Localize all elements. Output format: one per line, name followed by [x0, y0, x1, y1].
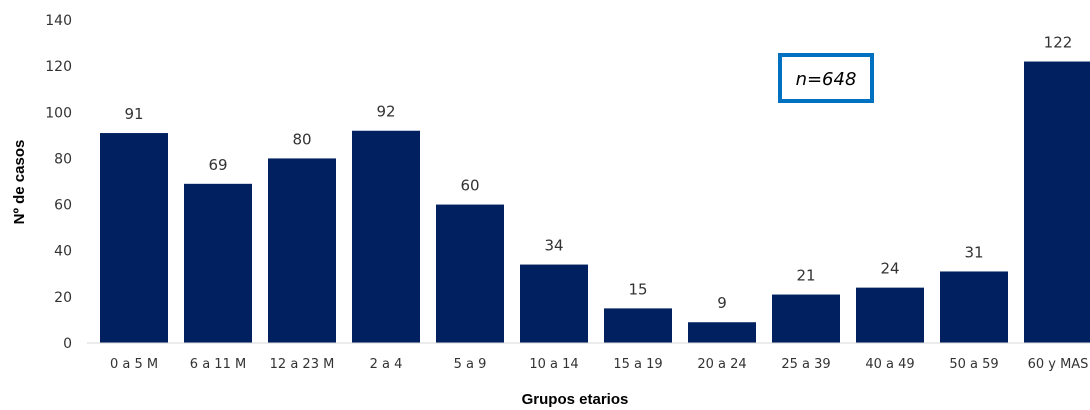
x-axis-title: Grupos etarios [522, 391, 629, 408]
bar [940, 271, 1008, 343]
bar [100, 133, 168, 343]
y-tick-label: 140 [45, 13, 72, 29]
data-label: 24 [880, 260, 899, 278]
y-axis-title: Nº de casos [11, 140, 28, 225]
bar [268, 158, 336, 343]
data-label: 21 [796, 267, 815, 285]
category-label: 25 a 39 [781, 357, 830, 372]
data-label: 122 [1044, 34, 1073, 52]
category-label: 50 a 59 [949, 357, 998, 372]
bar [856, 287, 924, 343]
data-label: 69 [208, 156, 227, 174]
category-label: 12 a 23 M [270, 357, 335, 372]
bar [688, 322, 756, 343]
category-label: 60 y MAS [1028, 357, 1089, 372]
y-axis-ticks: 0 20 40 60 80 100 120 140 [45, 13, 72, 352]
y-tick-label: 40 [54, 244, 72, 260]
y-tick-label: 100 [45, 105, 72, 121]
bar [772, 294, 840, 343]
y-tick-label: 0 [63, 336, 72, 352]
bar [184, 183, 252, 343]
y-tick-label: 60 [54, 198, 72, 214]
data-label: 15 [628, 280, 647, 298]
bar [520, 264, 588, 343]
bar [436, 204, 504, 343]
category-label: 0 a 5 M [110, 357, 158, 372]
data-label: 91 [124, 105, 143, 123]
data-labels: 91 69 80 92 60 34 15 9 21 24 31 122 [124, 34, 1072, 313]
category-label: 20 a 24 [697, 357, 746, 372]
y-tick-label: 20 [54, 290, 72, 306]
y-tick-label: 120 [45, 59, 72, 75]
category-label: 5 a 9 [454, 357, 487, 372]
y-tick-label: 80 [54, 151, 72, 167]
category-label: 40 a 49 [865, 357, 914, 372]
category-label: 6 a 11 M [190, 357, 246, 372]
data-label: 80 [292, 130, 311, 148]
sample-size-label: n=648 [796, 69, 857, 90]
data-label: 31 [964, 243, 983, 261]
category-label: 2 a 4 [370, 357, 403, 372]
data-label: 60 [460, 177, 479, 195]
x-axis-categories: 0 a 5 M 6 a 11 M 12 a 23 M 2 a 4 5 a 9 10 a 1… [110, 357, 1089, 372]
sample-size-box: n=648 [778, 53, 874, 103]
bar [1024, 61, 1090, 344]
data-label: 9 [717, 294, 727, 312]
category-label: 10 a 14 [529, 357, 578, 372]
data-label: 92 [376, 103, 395, 121]
bar [352, 130, 420, 343]
bar [604, 308, 672, 343]
bars [100, 61, 1090, 344]
data-label: 34 [544, 237, 563, 255]
category-label: 15 a 19 [613, 357, 662, 372]
